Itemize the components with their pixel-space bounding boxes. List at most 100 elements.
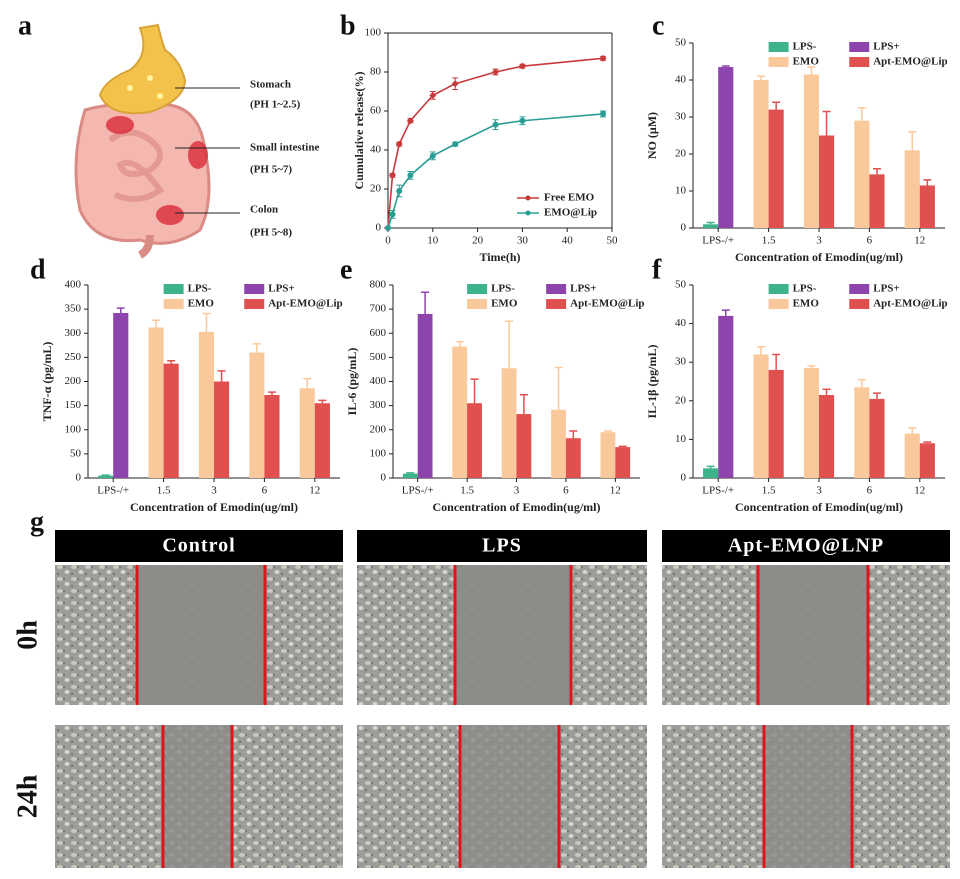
bar — [718, 315, 734, 478]
error-bar — [706, 221, 715, 225]
legend-swatch — [467, 284, 488, 294]
row-label: 0h — [12, 620, 43, 650]
point — [385, 225, 391, 231]
column-header: LPS — [482, 535, 522, 557]
scratch-gap — [460, 725, 559, 868]
legend-swatch — [849, 299, 870, 309]
scratch-gap — [137, 565, 265, 705]
region-ph: (PH 1~2.5) — [250, 99, 301, 111]
y-tick-label: 50 — [70, 447, 82, 459]
x-tick-label: 50 — [607, 235, 619, 247]
gi-tract-illustration — [74, 23, 240, 259]
point — [429, 152, 436, 159]
legend-label: LPS+ — [268, 283, 294, 295]
legend-label: Free EMO — [544, 192, 595, 204]
y-tick-label: 500 — [370, 351, 387, 363]
bar — [516, 414, 532, 478]
legend-swatch — [849, 57, 870, 67]
panel-label: e — [340, 254, 352, 285]
bar — [703, 468, 719, 478]
region-ph: (PH 5~7) — [250, 164, 292, 176]
panel-label: b — [340, 10, 356, 41]
error-bar — [267, 391, 276, 396]
error-bar — [202, 312, 211, 332]
error-bar — [772, 101, 781, 110]
bar — [869, 398, 885, 478]
bar — [869, 174, 885, 228]
point — [407, 172, 414, 179]
x-tick-label: 12 — [610, 485, 621, 497]
bar — [299, 388, 315, 478]
panel-label: d — [30, 254, 46, 285]
error-bar — [505, 320, 514, 369]
column-header-bg — [55, 530, 343, 562]
column-header-bg — [357, 530, 647, 562]
error-bar — [857, 378, 866, 388]
error-bar — [116, 307, 125, 313]
x-tick-label: 20 — [472, 235, 484, 247]
error-bar — [857, 107, 866, 121]
point — [519, 117, 526, 124]
bar — [904, 150, 920, 228]
legend-label: EMO — [793, 56, 820, 68]
x-tick-label: 12 — [914, 235, 925, 247]
legend-swatch — [163, 284, 184, 294]
legend-swatch — [467, 299, 488, 309]
bar — [803, 367, 819, 478]
y-tick-label: 40 — [675, 74, 687, 86]
bar — [803, 74, 819, 228]
x-tick-label: 6 — [262, 485, 268, 497]
scratch-gap — [764, 725, 852, 868]
bar — [565, 438, 581, 478]
legend-label: EMO — [188, 298, 215, 310]
error-bar — [252, 343, 261, 353]
y-tick-label: 800 — [370, 279, 387, 291]
bar — [904, 433, 920, 478]
legend-label: LPS- — [793, 283, 817, 295]
error-bar — [217, 370, 226, 382]
x-tick-label: 30 — [517, 235, 529, 247]
point — [406, 117, 414, 125]
region-ph: (PH 5~8) — [250, 227, 292, 239]
y-tick-label: 200 — [370, 423, 387, 435]
bar — [417, 313, 433, 478]
error-bar — [406, 472, 415, 474]
x-tick-label: 1.5 — [157, 485, 171, 497]
bar — [854, 387, 870, 478]
error-bar — [872, 392, 881, 399]
y-tick-label: 50 — [675, 279, 687, 291]
error-bar — [706, 465, 715, 469]
bar — [264, 395, 280, 478]
y-tick-label: 40 — [675, 317, 687, 329]
bar — [819, 135, 835, 228]
error-bar — [167, 360, 176, 364]
error-bar — [772, 353, 781, 370]
y-tick-label: 300 — [370, 399, 387, 411]
error-bar — [618, 445, 627, 448]
x-axis-title: Concentration of Emodin(ug/ml) — [130, 500, 298, 514]
y-axis-title: IL-6 (pg/mL) — [345, 348, 359, 416]
y-tick-label: 300 — [65, 327, 82, 339]
x-tick-label: 12 — [914, 485, 925, 497]
error-bar — [923, 179, 932, 186]
legend-label: Apt-EMO@Lip — [570, 298, 644, 310]
column-header-bg — [662, 530, 950, 562]
scratch-gap — [455, 565, 571, 705]
point — [396, 187, 403, 194]
legend-label: LPS+ — [570, 283, 596, 295]
legend-label: EMO — [793, 298, 820, 310]
y-tick-label: 0 — [681, 222, 687, 234]
error-bar — [470, 378, 479, 404]
panel-label: g — [30, 506, 44, 537]
x-tick-label: 1.5 — [460, 485, 474, 497]
bar — [919, 185, 935, 228]
y-tick-label: 700 — [370, 303, 387, 315]
y-tick-label: 60 — [370, 105, 382, 117]
y-tick-label: 0 — [681, 472, 687, 484]
error-bar — [519, 394, 528, 415]
y-tick-label: 0 — [381, 472, 387, 484]
column-header: Apt-EMO@LNP — [728, 535, 884, 557]
y-tick-label: 400 — [370, 375, 387, 387]
x-tick-label: 3 — [816, 235, 822, 247]
error-bar — [923, 441, 932, 444]
